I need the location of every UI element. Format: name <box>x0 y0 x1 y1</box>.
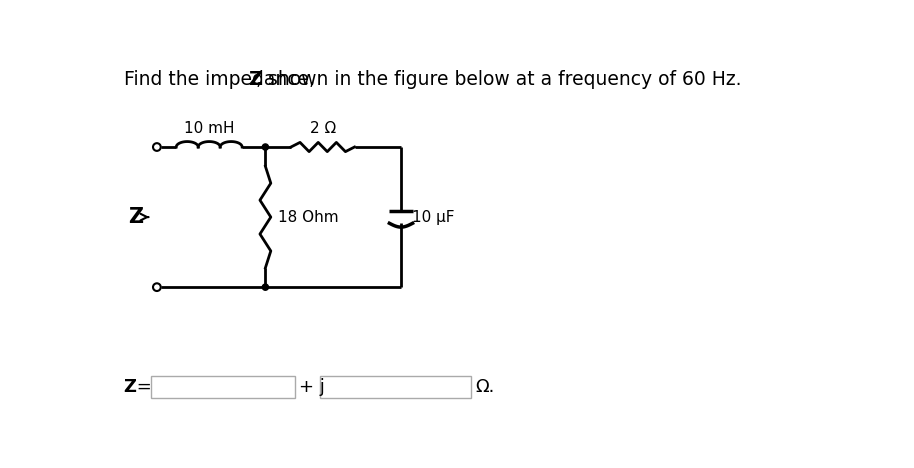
Circle shape <box>262 284 269 290</box>
Bar <box>320 376 471 398</box>
Circle shape <box>153 283 161 291</box>
Text: 18 Ohm: 18 Ohm <box>278 210 338 225</box>
Text: 10 μF: 10 μF <box>412 210 454 225</box>
Circle shape <box>262 144 269 150</box>
Text: Find the impedance,: Find the impedance, <box>123 70 321 89</box>
Text: + j: + j <box>300 378 325 396</box>
Text: 2 Ω: 2 Ω <box>310 121 335 136</box>
Text: Z: Z <box>128 207 143 227</box>
Text: , shown in the figure below at a frequency of 60 Hz.: , shown in the figure below at a frequen… <box>256 70 741 89</box>
Text: Z: Z <box>249 70 262 89</box>
Text: Z: Z <box>123 378 136 396</box>
Text: Ω.: Ω. <box>475 378 494 396</box>
Circle shape <box>153 143 161 151</box>
Text: 10 mH: 10 mH <box>184 121 234 136</box>
Text: =: = <box>132 378 152 396</box>
Bar <box>152 376 295 398</box>
